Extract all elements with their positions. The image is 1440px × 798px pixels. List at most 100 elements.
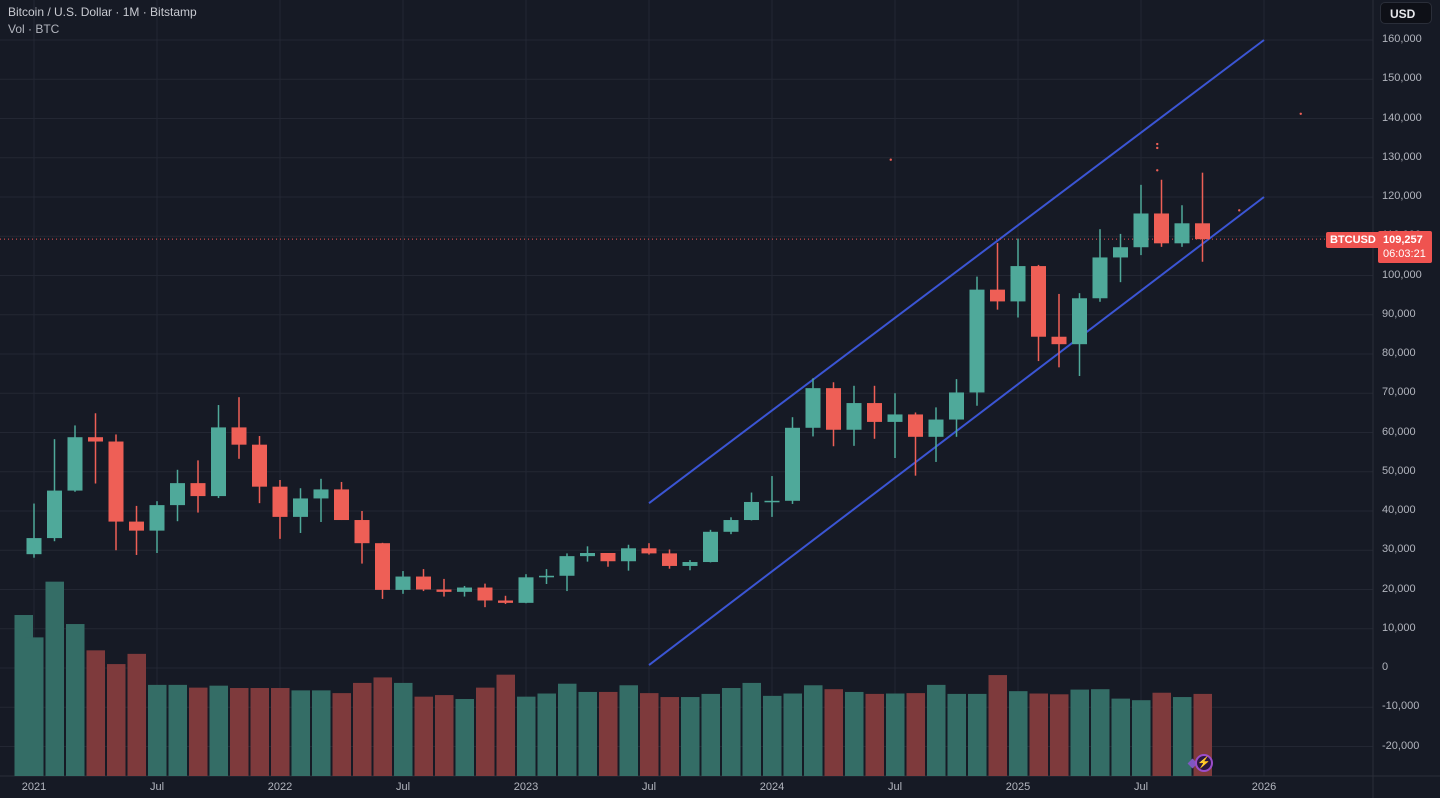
price-axis-label: 130,000 (1382, 150, 1422, 163)
channel-line-upper (648, 39, 1265, 504)
volume-bar (455, 699, 474, 776)
volume-bar (250, 688, 269, 776)
projection-dot (1156, 146, 1159, 150)
time-axis-label: 2022 (267, 781, 293, 793)
candle-body (682, 562, 698, 566)
candle-body (621, 548, 636, 562)
last-price-value: 109,257 (1383, 234, 1423, 246)
projection-dot (1238, 209, 1241, 212)
candle-body (928, 419, 944, 437)
time-axis-label: 2025 (1005, 781, 1031, 793)
candle-body (949, 392, 964, 420)
candle-body (293, 498, 308, 517)
candle-body (1051, 336, 1067, 345)
candle-body (170, 483, 185, 506)
volume-bar (414, 696, 433, 776)
volume-bar (271, 688, 290, 776)
volume-bar (640, 693, 659, 776)
candle-body (1154, 213, 1169, 244)
chart-legend: Bitcoin / U.S. Dollar · 1M · Bitstamp Vo… (8, 4, 197, 38)
candle-body (1113, 247, 1128, 258)
volume-bar (1111, 698, 1130, 776)
time-axis-label: Jul (641, 781, 657, 793)
volume-bar (394, 682, 413, 776)
price-axis-label: 60,000 (1382, 425, 1416, 438)
candle-body (990, 289, 1005, 302)
volume-bar (1152, 692, 1171, 776)
volume-bar (804, 685, 823, 776)
volume-bar (906, 693, 925, 776)
candle-body (231, 427, 247, 445)
volume-bar (886, 693, 905, 776)
projection-dot (889, 158, 892, 161)
volume-bar (496, 674, 515, 776)
candle-body (559, 556, 575, 576)
price-axis-label: 140,000 (1382, 111, 1422, 124)
time-axis-label: 2021 (21, 781, 47, 793)
volume-bar (1009, 691, 1028, 776)
volume-bar (722, 688, 741, 776)
price-axis-label: 30,000 (1382, 543, 1416, 556)
currency-button[interactable]: USD (1380, 2, 1432, 24)
time-axis-label: Jul (149, 781, 165, 793)
volume-bar (681, 697, 700, 776)
volume-bar (209, 685, 228, 776)
candle-body (600, 552, 616, 562)
volume-bar (435, 695, 454, 776)
candle-body (826, 388, 841, 430)
candle-body (1133, 213, 1149, 248)
volume-bar (168, 684, 187, 776)
symbol-title[interactable]: Bitcoin / U.S. Dollar · 1M · Bitstamp (8, 5, 197, 19)
candle-body (723, 520, 739, 532)
time-axis-label: 2024 (759, 781, 785, 793)
price-axis-label: 150,000 (1382, 72, 1422, 85)
candle-body (662, 553, 677, 566)
volume-bar (66, 624, 85, 776)
candle-body (334, 489, 349, 521)
candle-body (580, 552, 595, 557)
candle-body (149, 505, 165, 531)
volume-bar (845, 691, 864, 776)
volume-bar (189, 687, 208, 776)
candle-body (88, 437, 103, 442)
volume-bar (865, 693, 884, 776)
price-axis-label: 160,000 (1382, 33, 1422, 45)
volume-bar (291, 690, 310, 776)
volume-bar (1050, 694, 1069, 776)
price-axis-label: -10,000 (1382, 700, 1420, 713)
candle-body (67, 437, 83, 491)
candle-body (703, 531, 718, 563)
candle-body (1174, 223, 1190, 244)
candle-body (354, 520, 370, 544)
volume-bar (783, 693, 802, 776)
volume-bar (1132, 700, 1151, 776)
candle-body (395, 576, 411, 590)
volume-bar (25, 637, 44, 776)
candle-body (908, 414, 923, 437)
volume-bar (599, 691, 618, 776)
volume-bar (1173, 697, 1192, 776)
volume-indicator-label[interactable]: Vol · BTC (8, 22, 60, 36)
volume-bar (373, 677, 392, 776)
volume-bar (701, 693, 720, 776)
candle-body (272, 486, 288, 517)
volume-bar (127, 653, 146, 776)
lightning-icon[interactable]: ⚡ (1195, 754, 1213, 772)
candle-body (744, 501, 759, 521)
volume-bar (742, 682, 761, 776)
price-axis-label: 40,000 (1382, 504, 1416, 516)
volume-bar (537, 693, 556, 776)
volume-bar (312, 690, 331, 776)
volume-bar (353, 682, 372, 776)
volume-bar (824, 689, 843, 776)
time-axis-label: Jul (887, 781, 903, 793)
candle-body (887, 414, 903, 422)
symbol-price-tag: BTCUSD (1326, 232, 1380, 248)
volume-bar (1091, 689, 1110, 776)
volume-bar (332, 693, 351, 776)
candle-body (1010, 266, 1026, 302)
candle-body (539, 575, 554, 578)
